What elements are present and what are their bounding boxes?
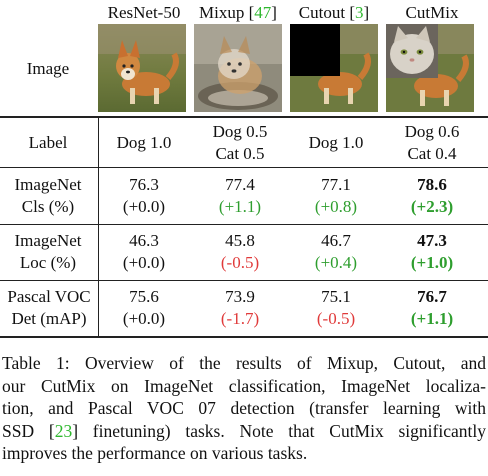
row-label: Pascal VOC [7, 287, 91, 306]
citation-link[interactable]: 47 [254, 3, 272, 22]
cell-value: 76.3 [129, 175, 159, 194]
dog-cat-patch-image-icon [386, 24, 474, 112]
table-rule [0, 280, 488, 281]
row-label: Cls (%) [21, 197, 75, 216]
cell-value: 77.1 [321, 175, 351, 194]
caption-text: ] finetuning) tasks. Note that CutMix si… [72, 420, 486, 441]
table-caption: Table 1: Overview of the results of Mixu… [2, 352, 486, 465]
cell-value: Dog 1.0 [116, 133, 172, 152]
cell-value: Cat 0.5 [215, 144, 265, 163]
dog-black-patch-image-icon [290, 24, 378, 112]
header-cutmix: CutMix [405, 3, 459, 22]
caption-line: SSD [23] finetuning) tasks. Note that Cu… [2, 420, 486, 443]
table-rule-top [0, 116, 488, 118]
cell-value: 46.3 [129, 231, 159, 250]
cell-delta: (+0.0) [122, 309, 166, 328]
cell-delta: (-0.5) [316, 309, 356, 328]
caption-line: improves the performance on various task… [2, 443, 308, 463]
row-label-image: Image [26, 59, 70, 78]
row-label: Det (mAP) [11, 309, 87, 328]
caption-text: SSD [ [2, 420, 55, 441]
cell-value: Dog 0.5 [212, 122, 268, 141]
row-label: Loc (%) [19, 253, 77, 272]
cell-value: Dog 0.6 [404, 122, 460, 141]
cell-delta: (-1.7) [220, 309, 260, 328]
cell-value: Dog 1.0 [308, 133, 364, 152]
column-divider [98, 116, 99, 336]
cell-delta: (+0.8) [314, 197, 358, 216]
cell-delta: (+0.0) [122, 253, 166, 272]
cell-value: 77.4 [225, 175, 255, 194]
table-rule [0, 167, 488, 168]
header-resnet: ResNet-50 [107, 3, 181, 22]
caption-line: Table 1: Overview of the results of Mixu… [2, 353, 486, 373]
cell-delta-best: (+1.0) [410, 253, 454, 272]
cell-value: 75.1 [321, 287, 351, 306]
cell-value: 45.8 [225, 231, 255, 250]
cell-value: 46.7 [321, 231, 351, 250]
row-label: ImageNet [14, 231, 82, 250]
cell-value: Cat 0.4 [407, 144, 457, 163]
table-rule-bottom [0, 336, 488, 338]
cell-delta: (+0.4) [314, 253, 358, 272]
header-cutout-label: Cutout [298, 3, 346, 22]
cell-delta-best: (+2.3) [410, 197, 454, 216]
dog-cat-blend-image-icon [194, 24, 282, 112]
cell-delta: (+1.1) [218, 197, 262, 216]
table-rule [0, 224, 488, 225]
header-mixup: Mixup [47] [199, 3, 277, 22]
cell-delta-best: (+1.1) [410, 309, 454, 328]
row-label: ImageNet [14, 175, 82, 194]
dog-image-icon [98, 24, 186, 112]
header-mixup-label: Mixup [199, 3, 245, 22]
cell-value-best: 78.6 [417, 175, 447, 194]
caption-line: our CutMix on ImageNet classification, I… [2, 375, 486, 396]
cell-value: 73.9 [225, 287, 255, 306]
row-label: Label [28, 133, 68, 152]
caption-line: tion, and Pascal VOC 07 detection (trans… [2, 398, 486, 418]
cell-value: 75.6 [129, 287, 159, 306]
header-cutout: Cutout [3] [298, 3, 370, 22]
citation-link[interactable]: 3 [355, 3, 364, 22]
citation-link[interactable]: 23 [54, 420, 73, 441]
cell-delta: (+0.0) [122, 197, 166, 216]
cell-delta: (-0.5) [220, 253, 260, 272]
cell-value-best: 47.3 [417, 231, 447, 250]
cell-value-best: 76.7 [417, 287, 447, 306]
